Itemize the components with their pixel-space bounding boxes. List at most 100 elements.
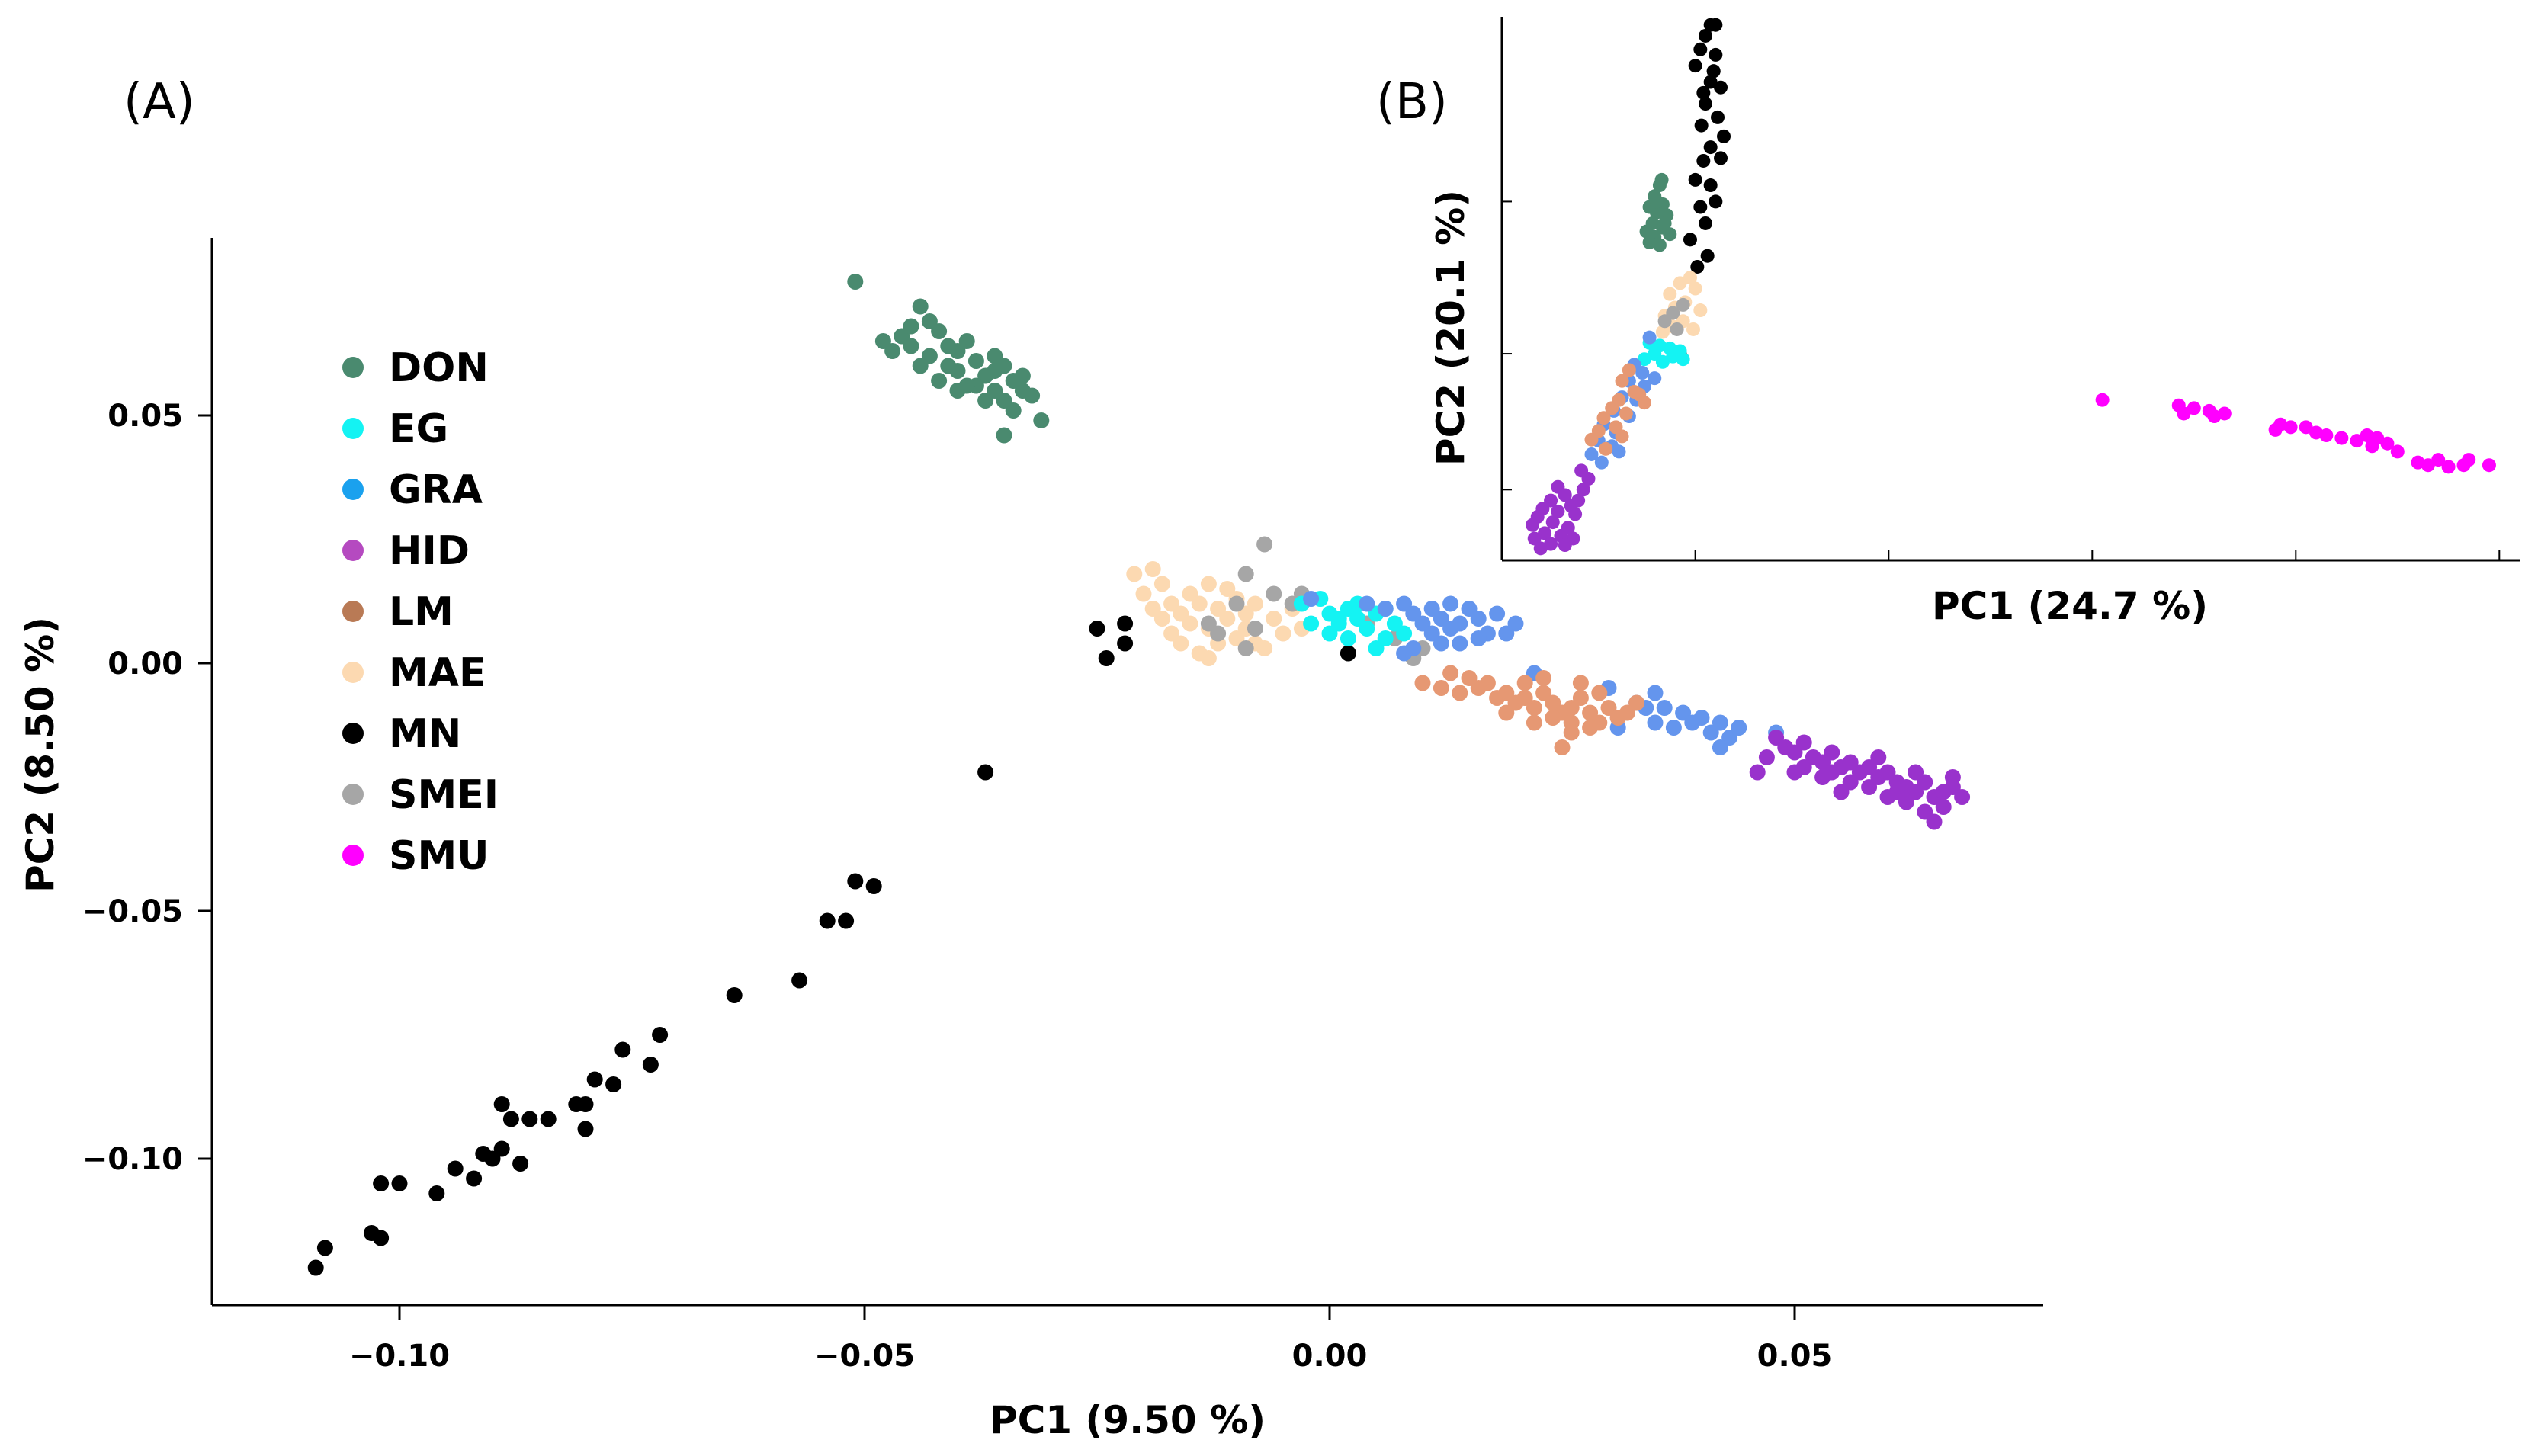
legend-label-lm: LM	[389, 589, 454, 635]
point-don	[1663, 227, 1677, 242]
point-mn	[1714, 151, 1728, 165]
point-mn	[577, 1121, 594, 1137]
point-mn	[1709, 194, 1723, 209]
point-hid	[1533, 541, 1548, 556]
point-mae	[1693, 303, 1708, 318]
point-mn	[1709, 47, 1723, 62]
point-gra	[1470, 630, 1487, 646]
point-gra	[1507, 615, 1524, 632]
point-don	[1033, 412, 1050, 428]
point-smu	[2431, 453, 2446, 467]
point-mae	[1266, 611, 1282, 627]
point-lm	[1605, 401, 1619, 415]
x-tick-label-a: 0.00	[1292, 1339, 1368, 1374]
point-lm	[1452, 685, 1468, 701]
point-mn	[1693, 200, 1708, 214]
point-don	[847, 274, 864, 290]
point-hid	[1558, 488, 1572, 502]
point-smu	[2177, 406, 2191, 421]
point-mae	[1200, 576, 1217, 592]
point-don	[931, 323, 948, 339]
point-eg	[1321, 625, 1338, 642]
point-hid	[1527, 531, 1542, 546]
point-smu	[2334, 431, 2349, 445]
point-mae	[1173, 635, 1189, 652]
point-hid	[1526, 518, 1540, 532]
point-hid	[1870, 749, 1887, 765]
point-smu	[2441, 460, 2456, 474]
point-mn	[614, 1041, 631, 1058]
point-hid	[1795, 734, 1812, 751]
point-don	[987, 363, 1003, 379]
point-don	[949, 363, 966, 379]
legend-label-smei: SMEI	[389, 772, 499, 818]
point-mn	[977, 764, 994, 781]
point-mae	[1135, 585, 1152, 602]
point-mn	[847, 873, 864, 890]
point-gra	[1442, 595, 1459, 612]
point-lm	[1628, 694, 1645, 711]
point-hid	[1576, 483, 1590, 497]
point-mn	[1696, 85, 1711, 100]
point-mn	[1717, 129, 1731, 143]
y-ticks-b	[1502, 200, 1512, 491]
point-gra	[1665, 720, 1682, 736]
point-don	[977, 393, 994, 409]
point-hid	[1824, 744, 1840, 761]
legend-label-mae: MAE	[389, 650, 486, 696]
point-mae	[1182, 615, 1198, 632]
point-smu	[2319, 428, 2334, 443]
point-smu	[2095, 393, 2110, 407]
point-smei	[1256, 536, 1273, 553]
point-eg	[1637, 352, 1651, 367]
point-lm	[1619, 406, 1633, 421]
point-smu	[2283, 420, 2298, 435]
point-gra	[1642, 330, 1657, 345]
legend-label-hid: HID	[389, 528, 470, 574]
point-mn	[1714, 80, 1728, 95]
point-mn	[1711, 110, 1725, 124]
point-hid	[1749, 764, 1766, 781]
point-mae	[1247, 595, 1263, 612]
legend-marker-don	[342, 357, 364, 378]
point-don	[1014, 383, 1031, 399]
point-lm	[1498, 704, 1515, 721]
point-hid	[1908, 764, 1924, 781]
point-don	[903, 338, 919, 354]
point-lm	[1622, 363, 1636, 377]
point-don	[903, 318, 919, 335]
point-mn	[1683, 233, 1697, 247]
point-mae	[1219, 581, 1236, 597]
point-mn	[307, 1259, 324, 1276]
point-lm	[1442, 665, 1459, 681]
point-lm	[1535, 670, 1552, 686]
point-hid	[1758, 749, 1775, 765]
y-ticks-a: 0.05 0.00 −0.05 −0.10	[82, 399, 212, 1177]
point-eg	[1359, 621, 1375, 637]
panel-a: −0.10 −0.05 0.00 0.05 0.05 0.00 −0.05 −0.10 PC…	[18, 238, 2043, 1442]
point-smei	[1676, 297, 1690, 312]
point-don	[1005, 402, 1022, 419]
point-smu	[2390, 444, 2405, 459]
y-tick-label-a: 0.05	[107, 399, 183, 434]
point-mae	[1144, 601, 1161, 617]
point-gra	[1612, 444, 1626, 459]
point-gra	[1693, 710, 1710, 726]
point-mn	[512, 1156, 529, 1172]
point-lm	[1545, 710, 1561, 726]
point-lm	[1572, 690, 1589, 706]
point-gra	[1470, 611, 1487, 627]
point-mn	[1688, 59, 1702, 73]
point-mn	[502, 1111, 519, 1127]
point-lm	[1526, 714, 1542, 731]
point-smu	[2482, 458, 2496, 473]
x-axis-title-b: PC1 (24.7 %)	[1932, 584, 2208, 628]
point-mn	[1709, 18, 1723, 32]
point-lm	[1572, 675, 1589, 691]
point-mae	[1256, 640, 1273, 656]
point-mn	[642, 1057, 659, 1073]
point-lm	[1582, 720, 1599, 736]
point-gra	[1656, 700, 1673, 716]
point-hid	[1574, 463, 1589, 478]
y-axis-title-a: PC2 (8.50 %)	[18, 617, 63, 893]
